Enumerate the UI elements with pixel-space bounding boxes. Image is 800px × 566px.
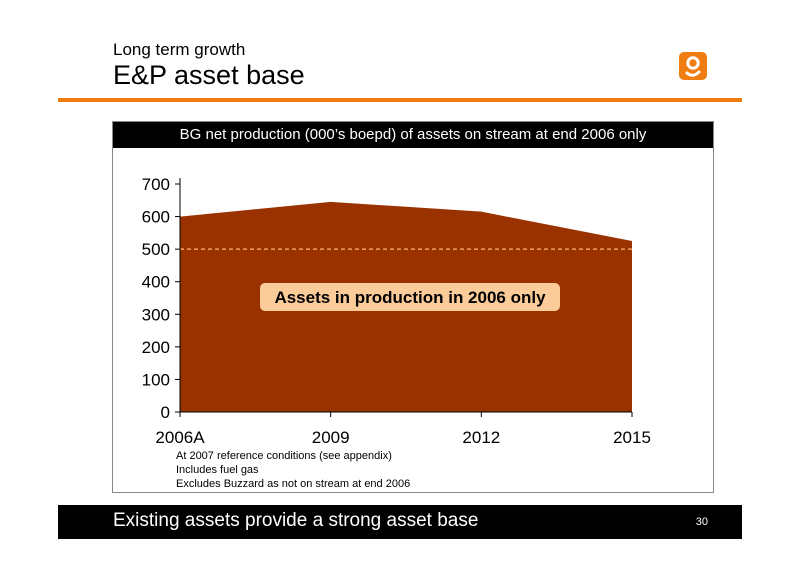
note-line: At 2007 reference conditions (see append… [176,450,392,462]
production-area-chart: 0 100 200 300 400 500 600 700 2006A 2009 2012 2015 A… [142,175,651,447]
y-tick-label: 400 [142,273,170,292]
y-tick-label: 600 [142,208,170,227]
y-tick-label: 300 [142,305,170,324]
chart-notes: At 2007 reference conditions (see append… [176,449,410,491]
bg-logo-icon [679,52,707,80]
y-tick-label: 500 [142,240,170,259]
header-rule [58,98,742,102]
annotation-box [260,283,560,311]
y-tick-label: 100 [142,370,170,389]
annotation-label: Assets in production in 2006 only [274,288,546,307]
chart-panel: BG net production (000’s boepd) of asset… [112,121,714,493]
slide-subtitle: Long term growth [113,40,246,59]
x-tick-label: 2009 [312,428,350,447]
page-number: 30 [695,516,708,528]
note-line: Excludes Buzzard as not on stream at end… [176,478,411,490]
slide-title: E&P asset base [113,60,305,90]
footer-message: Existing assets provide a strong asset b… [113,510,479,531]
y-tick-label: 700 [142,175,170,194]
chart-title: BG net production (000’s boepd) of asset… [113,122,713,148]
y-tick-label: 0 [161,403,170,422]
footer-bar: Existing assets provide a strong asset b… [58,505,742,539]
x-tick-label: 2006A [155,428,205,447]
note-line: Includes fuel gas [176,464,259,476]
x-tick-label: 2015 [613,428,651,447]
x-tick-label: 2012 [462,428,500,447]
y-tick-label: 200 [142,338,170,357]
